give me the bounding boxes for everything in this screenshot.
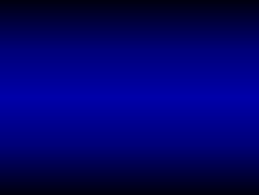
Text: Distribution Fuse
Cut-Out: Distribution Fuse Cut-Out (133, 79, 205, 93)
Text: Power Fuse (Current
Limiting Fuse): Power Fuse (Current Limiting Fuse) (133, 102, 219, 115)
Polygon shape (197, 121, 233, 174)
Polygon shape (189, 66, 233, 116)
Bar (42, 56, 223, 169)
Bar (42, 56, 223, 169)
Text: Power Transformers: Power Transformers (47, 105, 132, 112)
Text: EQUIVALENT: EQUIVALENT (146, 61, 205, 70)
Text: DEVICE: DEVICE (68, 61, 102, 70)
Text: PRIMARY PROTECTION: PRIMARY PROTECTION (40, 32, 226, 47)
Text: Distribution
Transformers: Distribution Transformers (47, 79, 103, 93)
Text: Power Transformers
w/ Primary Current ≥
45 amperes: Power Transformers w/ Primary Current ≥ … (47, 124, 136, 146)
Polygon shape (169, 23, 233, 86)
Text: Power Circuit Breaker: Power Circuit Breaker (133, 132, 225, 138)
Bar (42, 56, 223, 74)
